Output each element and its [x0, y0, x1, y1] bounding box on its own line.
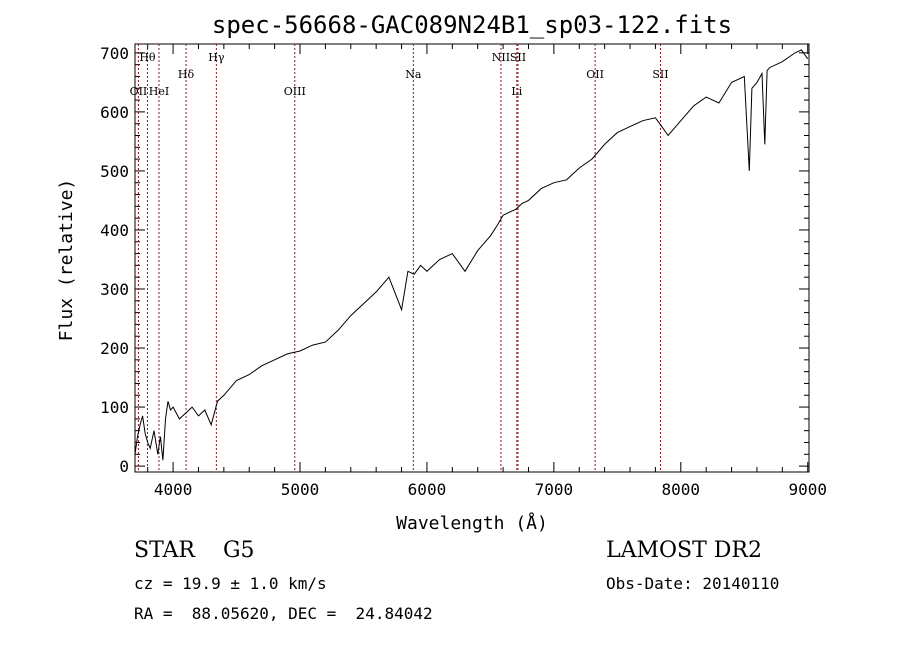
spectral-line-label: SII	[510, 51, 526, 64]
obs-date: Obs-Date: 20140110	[606, 574, 780, 593]
y-tick-label: 600	[100, 103, 129, 122]
y-tick-label: 500	[100, 162, 129, 181]
survey-name: LAMOST DR2	[606, 538, 762, 563]
y-tick-label: 100	[100, 398, 129, 417]
y-tick-label: 300	[100, 280, 129, 299]
spectral-line-label: OII	[130, 85, 148, 98]
spectral-line-label: Hδ	[178, 68, 195, 81]
y-tick-label: 700	[100, 44, 129, 63]
x-axis-label: Wavelength (Å)	[396, 512, 548, 534]
y-tick-label: 400	[100, 221, 129, 240]
y-axis-label: Flux (relative)	[56, 179, 77, 342]
y-tick-label: 200	[100, 339, 129, 358]
spectrum-line	[134, 49, 809, 461]
spectral-line-label: OIII	[284, 85, 306, 98]
redshift-cz: cz = 19.9 ± 1.0 km/s	[134, 574, 327, 593]
spectral-line-label: Hθ	[139, 51, 156, 64]
chart-title: spec-56668-GAC089N24B1_sp03-122.fits	[212, 11, 732, 39]
x-tick-label: 8000	[662, 480, 701, 499]
x-tick-label: 7000	[535, 480, 574, 499]
x-tick-label: 9000	[788, 480, 827, 499]
coordinates: RA = 88.05620, DEC = 24.84042	[134, 604, 433, 623]
spectral-line-label: Na	[405, 68, 422, 81]
spectral-line-label: Hγ	[208, 51, 225, 64]
y-tick-label: 0	[119, 457, 129, 476]
x-tick-label: 4000	[154, 480, 193, 499]
spectral-line-label: NII	[492, 51, 510, 64]
spectral-line-label: SII	[652, 68, 668, 81]
spectral-line-label: HeI	[149, 85, 169, 98]
spectral-line-label: Li	[511, 85, 522, 98]
plot-frame	[134, 43, 810, 473]
x-tick-label: 5000	[281, 480, 320, 499]
y-axis-ticks: 0 100 200 300 400 500 600 700	[100, 44, 809, 476]
x-axis-ticks: 4000 5000 6000 7000 8000 9000	[147, 44, 827, 499]
x-tick-label: 6000	[408, 480, 447, 499]
spectral-line-label: OII	[586, 68, 604, 81]
star-class: STAR G5	[134, 538, 255, 563]
